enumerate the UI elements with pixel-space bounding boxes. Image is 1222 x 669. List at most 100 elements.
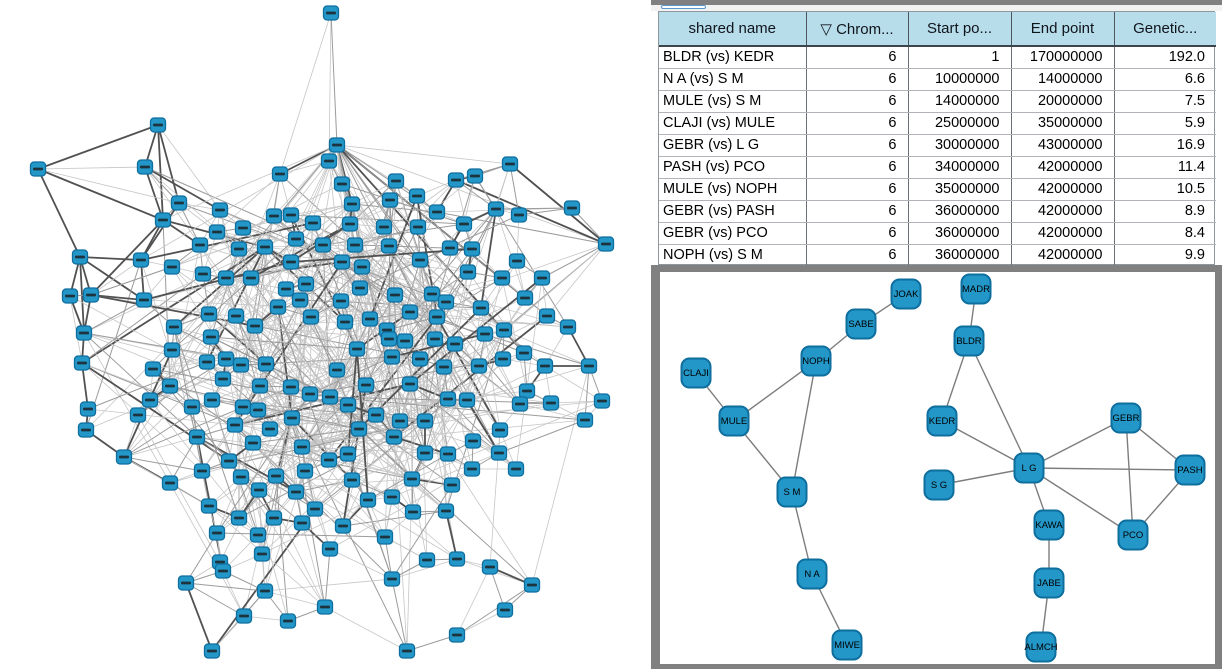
overview-node[interactable] xyxy=(282,379,300,395)
overview-node[interactable] xyxy=(297,276,315,292)
overview-node[interactable] xyxy=(437,503,455,519)
detail-node-CLAJI[interactable]: CLAJI xyxy=(680,357,712,389)
overview-node[interactable] xyxy=(426,331,444,347)
overview-node[interactable] xyxy=(208,224,226,240)
overview-node[interactable] xyxy=(495,322,513,338)
overview-node[interactable] xyxy=(163,259,181,275)
overview-node[interactable] xyxy=(161,378,179,394)
overview-node[interactable] xyxy=(316,599,334,615)
table-horizontal-scrollbar[interactable] xyxy=(651,5,1222,11)
column-header-3[interactable]: End point xyxy=(1011,12,1115,47)
detail-node-PCO[interactable]: PCO xyxy=(1117,519,1149,551)
overview-node[interactable] xyxy=(396,333,414,349)
detail-edge-GEBR-PCO[interactable] xyxy=(1125,417,1134,536)
table-row[interactable]: MULE (vs) NOPH 6 35000000 42000000 10.5 xyxy=(659,178,1216,201)
detail-node-KEDR[interactable]: KEDR xyxy=(926,405,958,437)
network-detail-canvas[interactable]: JOAK MADR SABE NOPH BLDR CLAJI MULE KEDR GEBR L G… xyxy=(660,272,1215,664)
overview-node[interactable] xyxy=(129,407,147,423)
overview-node[interactable] xyxy=(253,546,271,562)
overview-node[interactable] xyxy=(161,475,179,491)
overview-node[interactable] xyxy=(496,602,514,618)
overview-node[interactable] xyxy=(287,231,305,247)
overview-node[interactable] xyxy=(261,421,279,437)
overview-node[interactable] xyxy=(314,237,332,253)
overview-node[interactable] xyxy=(71,249,89,265)
overview-node[interactable] xyxy=(439,391,457,407)
overview-node[interactable] xyxy=(200,306,218,322)
overview-node[interactable] xyxy=(293,439,311,455)
overview-node[interactable] xyxy=(559,319,577,335)
overview-node[interactable] xyxy=(77,422,95,438)
overview-node[interactable] xyxy=(375,219,393,235)
network-overview-canvas[interactable] xyxy=(0,0,650,669)
overview-node[interactable] xyxy=(448,627,466,643)
overview-node[interactable] xyxy=(183,399,201,415)
network-overview-panel[interactable] xyxy=(0,0,650,669)
overview-node[interactable] xyxy=(279,613,297,629)
overview-node[interactable] xyxy=(287,484,305,500)
overview-node[interactable] xyxy=(328,362,346,378)
overview-node[interactable] xyxy=(409,219,427,235)
detail-node-JABE[interactable]: JABE xyxy=(1033,567,1065,599)
scrollbar-thumb[interactable] xyxy=(661,5,706,9)
overview-node[interactable] xyxy=(458,392,476,408)
overview-node[interactable] xyxy=(226,417,244,433)
overview-node[interactable] xyxy=(191,237,209,253)
overview-node[interactable] xyxy=(501,156,519,172)
column-header-4[interactable]: Genetic... xyxy=(1114,12,1216,47)
overview-node[interactable] xyxy=(82,287,100,303)
detail-edge-NOPH-S M[interactable] xyxy=(791,360,817,493)
overview-node[interactable] xyxy=(306,501,324,517)
overview-node[interactable] xyxy=(446,336,464,352)
overview-node[interactable] xyxy=(283,410,301,426)
overview-node[interactable] xyxy=(472,300,490,316)
detail-node-JOAK[interactable]: JOAK xyxy=(890,278,922,310)
detail-node-S M[interactable]: S M xyxy=(776,476,808,508)
overview-node[interactable] xyxy=(271,166,289,182)
table-row[interactable]: GEBR (vs) PCO 6 36000000 42000000 8.4 xyxy=(659,222,1216,245)
overview-node[interactable] xyxy=(73,355,91,371)
overview-node[interactable] xyxy=(348,341,366,357)
detail-node-L G[interactable]: L G xyxy=(1013,452,1045,484)
overview-node[interactable] xyxy=(511,396,529,412)
overview-node[interactable] xyxy=(234,399,252,415)
overview-node[interactable] xyxy=(487,201,505,217)
overview-node[interactable] xyxy=(404,504,422,520)
overview-node[interactable] xyxy=(401,304,419,320)
overview-node[interactable] xyxy=(320,153,338,169)
detail-node-KAWA[interactable]: KAWA xyxy=(1033,509,1065,541)
overview-node[interactable] xyxy=(321,389,339,405)
overview-node[interactable] xyxy=(367,407,385,423)
detail-edge-L G-GEBR[interactable] xyxy=(1028,417,1127,469)
overview-node[interactable] xyxy=(341,216,359,232)
overview-node[interactable] xyxy=(494,351,512,367)
overview-node[interactable] xyxy=(208,525,226,541)
overview-node[interactable] xyxy=(336,314,354,330)
overview-node[interactable] xyxy=(230,510,248,526)
overview-node[interactable] xyxy=(296,463,314,479)
overview-node[interactable] xyxy=(523,577,541,593)
overview-node[interactable] xyxy=(198,354,216,370)
overview-node[interactable] xyxy=(194,266,212,282)
overview-node[interactable] xyxy=(220,453,238,469)
overview-node[interactable] xyxy=(448,551,466,567)
overview-node[interactable] xyxy=(217,351,235,367)
overview-node[interactable] xyxy=(380,331,398,347)
overview-node[interactable] xyxy=(380,238,398,254)
overview-node[interactable] xyxy=(282,254,300,270)
overview-node[interactable] xyxy=(232,469,250,485)
overview-node[interactable] xyxy=(439,446,457,462)
overview-node[interactable] xyxy=(321,541,339,557)
overview-node[interactable] xyxy=(250,482,268,498)
overview-node[interactable] xyxy=(411,252,429,268)
detail-edge-L G-PCO[interactable] xyxy=(1028,467,1134,536)
overview-node[interactable] xyxy=(154,212,172,228)
overview-node[interactable] xyxy=(135,292,153,308)
overview-node[interactable] xyxy=(177,575,195,591)
overview-node[interactable] xyxy=(490,445,508,461)
overview-node[interactable] xyxy=(353,259,371,275)
overview-node[interactable] xyxy=(580,358,598,374)
overview-node[interactable] xyxy=(536,358,554,374)
overview-node[interactable] xyxy=(203,643,221,659)
overview-node[interactable] xyxy=(277,281,295,297)
